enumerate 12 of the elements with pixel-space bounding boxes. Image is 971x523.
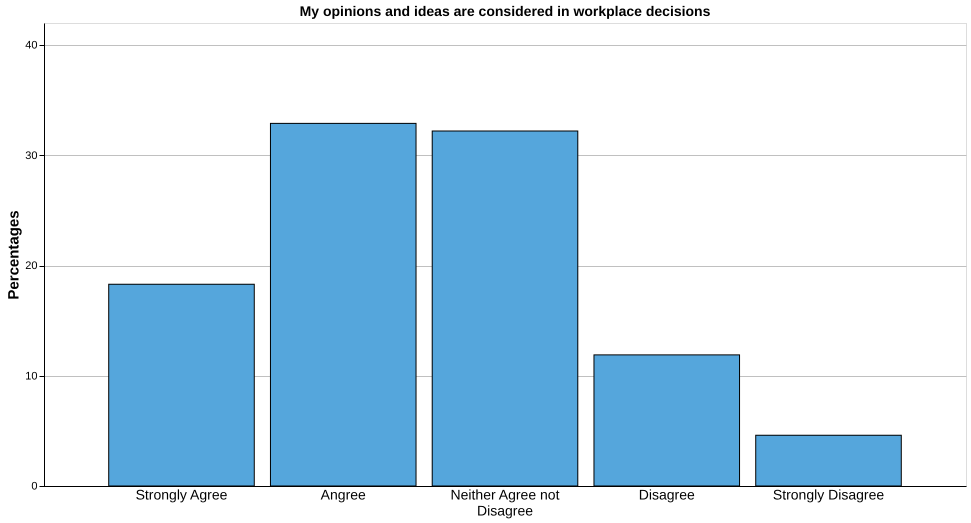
y-tick-label: 20 <box>25 260 38 272</box>
chart-title: My opinions and ideas are considered in workplace decisions <box>300 3 711 19</box>
y-tick-label: 0 <box>31 480 38 492</box>
y-tick-label: 40 <box>25 40 38 52</box>
x-tick-label: Strongly Agree <box>136 486 228 502</box>
x-tick-label: Neither Agree not Disagree <box>450 486 560 518</box>
x-tick-label: Strongly Disagree <box>772 486 884 502</box>
y-axis-title: Percentages <box>5 210 22 300</box>
y-tick-label: 30 <box>25 150 38 162</box>
x-tick-label: Angree <box>320 486 366 502</box>
x-tick-label: Disagree <box>638 486 695 502</box>
y-tick-label: 10 <box>25 370 38 382</box>
